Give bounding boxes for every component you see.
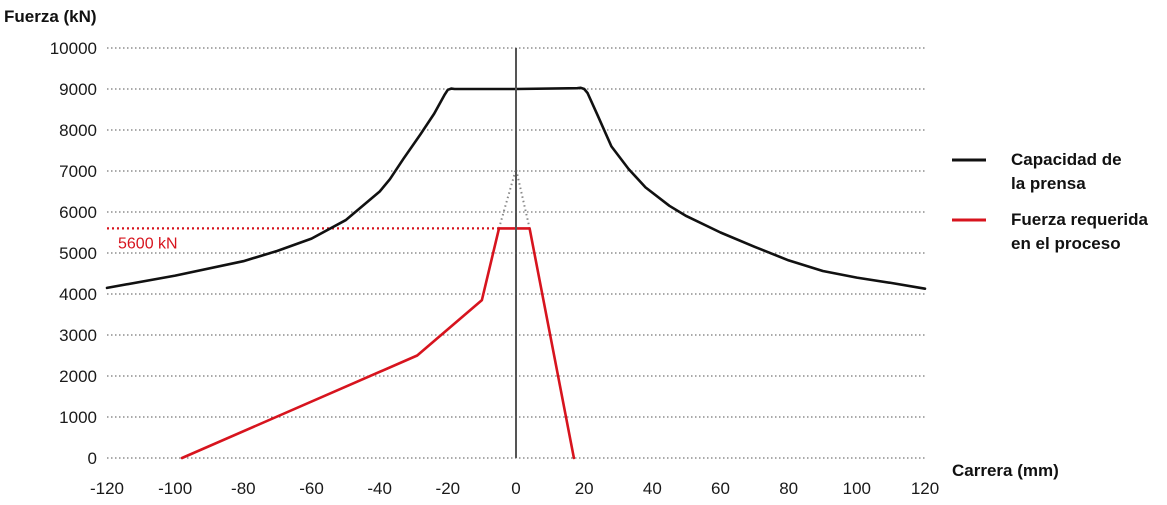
annotation-5600-kn: 5600 kN: [118, 235, 178, 252]
x-tick-label-120: 120: [911, 479, 939, 498]
y-tick-label-6000: 6000: [59, 203, 97, 222]
legend-label-0-1: la prensa: [1011, 174, 1086, 193]
x-tick-label--20: -20: [436, 479, 461, 498]
x-axis-title: Carrera (mm): [952, 461, 1059, 480]
x-tick-label-60: 60: [711, 479, 730, 498]
y-tick-label-4000: 4000: [59, 285, 97, 304]
x-tick-label-100: 100: [843, 479, 871, 498]
y-tick-label-2000: 2000: [59, 367, 97, 386]
x-tick-labels: -120 -100 -80 -60 -40 -20 0 20 40 60 80 100 120: [90, 479, 939, 498]
y-tick-label-0: 0: [88, 449, 97, 468]
series-layer: [105, 86, 927, 460]
reference-layer: [107, 168, 531, 230]
x-tick-label-40: 40: [643, 479, 662, 498]
y-tick-labels: 0 1000 2000 3000 4000 5000 6000 7000 8000 9000 100…: [50, 39, 97, 468]
y-tick-label-5000: 5000: [59, 244, 97, 263]
y-axis-title: Fuerza (kN): [4, 7, 97, 26]
x-tick-label-20: 20: [575, 479, 594, 498]
x-tick-label-80: 80: [779, 479, 798, 498]
x-tick-label--80: -80: [231, 479, 256, 498]
y-tick-label-7000: 7000: [59, 162, 97, 181]
y-tick-label-3000: 3000: [59, 326, 97, 345]
y-tick-label-10000: 10000: [50, 39, 97, 58]
legend-label-1-1: en el proceso: [1011, 234, 1121, 253]
x-tick-label--60: -60: [299, 479, 324, 498]
x-tick-label-0: 0: [511, 479, 520, 498]
y-tick-label-9000: 9000: [59, 80, 97, 99]
y-tick-label-1000: 1000: [59, 408, 97, 427]
legend-label-0-0: Capacidad de: [1011, 150, 1122, 169]
y-tick-label-8000: 8000: [59, 121, 97, 140]
x-tick-label--40: -40: [367, 479, 392, 498]
legend-label-1-0: Fuerza requerida: [1011, 210, 1149, 229]
series-line-1: [180, 227, 576, 460]
peak-dotted-line: [497, 168, 531, 229]
legend: Capacidad de la prensa Fuerza requerida en …: [952, 150, 1149, 253]
x-tick-label--100: -100: [158, 479, 192, 498]
series-line-0: [105, 86, 927, 291]
x-tick-label--120: -120: [90, 479, 124, 498]
